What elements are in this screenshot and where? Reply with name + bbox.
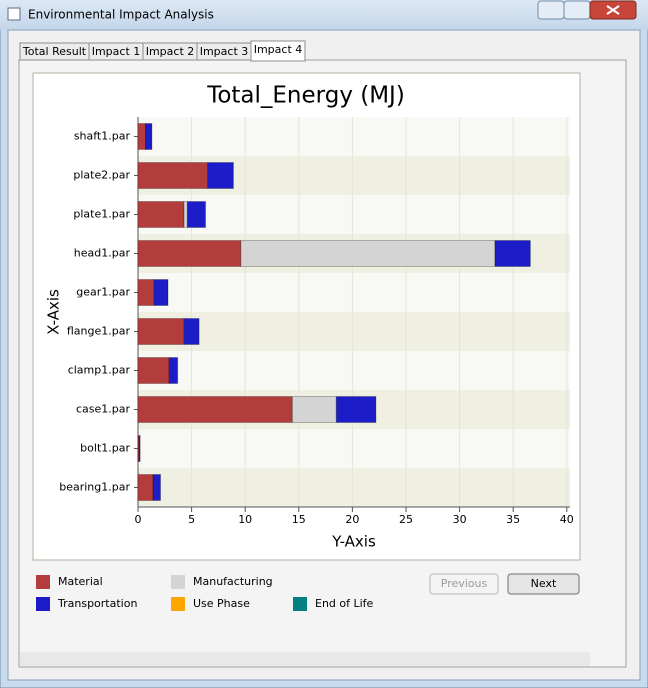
bar-segment <box>240 240 496 267</box>
y-tick-label: flange1.par <box>67 325 131 338</box>
y-tick-label: clamp1.par <box>68 364 131 377</box>
legend-swatch <box>36 597 50 611</box>
bar-segment <box>207 162 234 189</box>
x-tick-label: 25 <box>399 513 413 526</box>
x-tick-label: 5 <box>188 513 195 526</box>
bar-segment <box>137 357 170 384</box>
button <box>429 573 499 595</box>
y-axis-label: X-Axis <box>45 289 63 335</box>
x-tick-label: 20 <box>345 513 359 526</box>
bar-segment <box>153 279 169 306</box>
x-tick-label: 0 <box>135 513 142 526</box>
band <box>138 351 570 390</box>
button[interactable] <box>507 573 580 595</box>
y-tick-label: shaft1.par <box>74 130 131 143</box>
band <box>138 429 570 468</box>
window-title: Environmental Impact Analysis <box>28 8 214 22</box>
legend-label: Material <box>58 575 103 588</box>
x-tick-label: 30 <box>453 513 467 526</box>
bar-segment <box>137 162 209 189</box>
x-tick-label: 10 <box>238 513 252 526</box>
bar-segment <box>137 279 155 306</box>
y-tick-label: head1.par <box>74 247 131 260</box>
y-tick-label: gear1.par <box>76 286 130 299</box>
maximize-button[interactable] <box>563 0 591 20</box>
button-label: Next <box>531 577 557 590</box>
bar-segment <box>137 201 185 228</box>
bar-segment <box>152 474 162 501</box>
button-label: Previous <box>441 577 488 590</box>
y-tick-label: case1.par <box>76 403 131 416</box>
legend-label: End of Life <box>315 597 374 610</box>
y-tick-label: plate2.par <box>73 169 130 182</box>
bar-segment <box>137 474 154 501</box>
band <box>138 117 570 156</box>
band <box>138 312 570 351</box>
bar-segment <box>183 318 200 345</box>
bar-segment <box>138 435 141 462</box>
x-tick-label: 15 <box>292 513 306 526</box>
bar-segment <box>291 396 337 423</box>
band <box>138 273 570 312</box>
bar-segment <box>137 396 293 423</box>
minimize-button[interactable] <box>537 0 565 20</box>
bar-segment <box>145 123 153 150</box>
legend-label: Manufacturing <box>193 575 273 588</box>
x-axis-label: Y-Axis <box>331 533 376 551</box>
legend-swatch <box>293 597 307 611</box>
bar-segment <box>335 396 377 423</box>
band <box>138 468 570 507</box>
legend-swatch <box>171 597 185 611</box>
bar-segment <box>494 240 531 267</box>
tab-label: Impact 4 <box>254 43 303 56</box>
legend-swatch <box>171 575 185 589</box>
legend-swatch <box>36 575 50 589</box>
chart-title: Total_Energy (MJ) <box>206 83 405 109</box>
tab-label: Impact 3 <box>200 45 249 58</box>
x-tick-label: 35 <box>506 513 520 526</box>
bar-segment <box>137 240 242 267</box>
y-tick-label: bearing1.par <box>59 481 130 494</box>
y-tick-label: plate1.par <box>73 208 130 221</box>
y-tick-label: bolt1.par <box>80 442 130 455</box>
tab-label: Impact 2 <box>146 45 195 58</box>
tab-label: Total Result <box>22 45 87 58</box>
bar-segment <box>186 201 207 228</box>
band <box>138 195 570 234</box>
bar-segment <box>168 357 179 384</box>
bar-segment <box>137 318 185 345</box>
legend-label: Use Phase <box>193 597 250 610</box>
x-tick-label: 40 <box>560 513 574 526</box>
tab[interactable] <box>250 40 306 62</box>
legend-label: Transportation <box>57 597 137 610</box>
bar-segment <box>137 123 147 150</box>
tab-label: Impact 1 <box>92 45 141 58</box>
